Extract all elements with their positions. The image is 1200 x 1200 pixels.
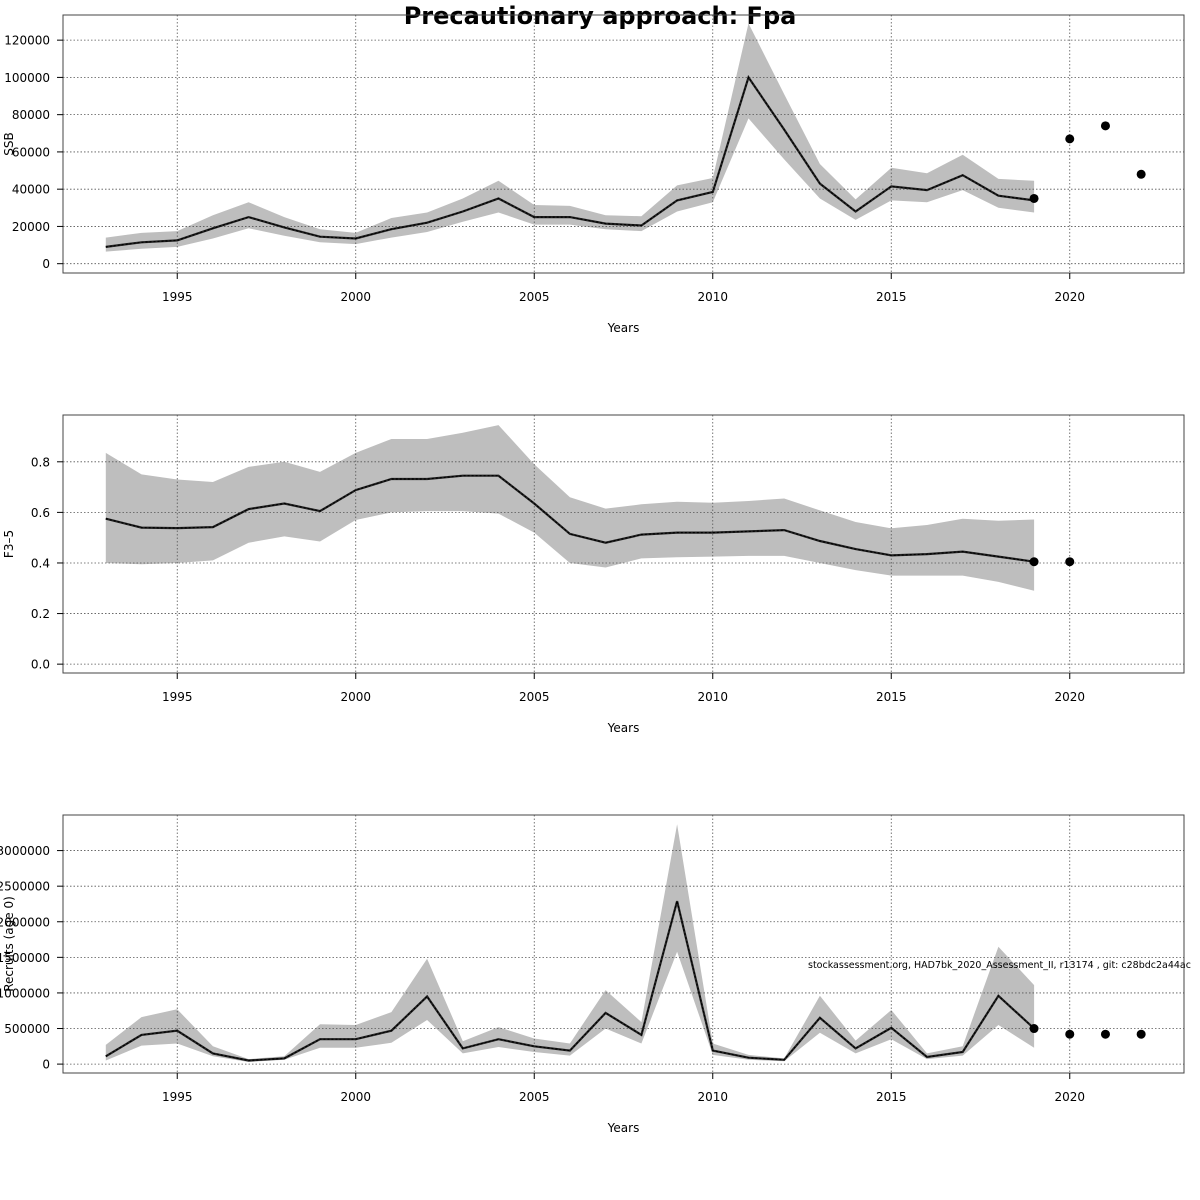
data-point <box>1136 169 1146 179</box>
x-tick-label: 2020 <box>1054 290 1085 304</box>
credit-text: stockassessment.org, HAD7bk_2020_Assessm… <box>808 960 1191 971</box>
estimate-line-dotted <box>105 900 1035 1062</box>
data-point <box>1065 1029 1075 1039</box>
x-tick-label: 2000 <box>340 290 371 304</box>
data-point <box>1029 1024 1039 1034</box>
x-tick-label: 2000 <box>340 690 371 704</box>
x-tick-label: 1995 <box>162 1090 193 1104</box>
data-point <box>1029 557 1039 567</box>
data-point <box>1065 557 1075 567</box>
panel-3: 1995 2000 2005 2010 2015 2020 0 500000 1000000 15… <box>0 814 1185 1135</box>
x-tick-label: 2020 <box>1054 1090 1085 1104</box>
estimate-line-dotted <box>105 76 1035 248</box>
x-tick-label: 2000 <box>340 1090 371 1104</box>
plot-frame <box>62 814 1185 1074</box>
x-tick-label: 2015 <box>876 1090 907 1104</box>
chart-title: Precautionary approach: Fpa <box>404 2 797 30</box>
y-tick-label: 60000 <box>12 145 50 159</box>
y-tick-label: 0 <box>42 1058 50 1072</box>
x-tick-label: 2005 <box>519 1090 550 1104</box>
x-tick-label: 1995 <box>162 290 193 304</box>
panel-2: 1995 2000 2005 2010 2015 2020 0.0 0.2 0.4 0.6 0.8 Y… <box>2 414 1185 735</box>
data-point <box>1136 1029 1146 1039</box>
y-tick-label: 1000000 <box>0 986 50 1000</box>
y-tick-label: 0.8 <box>31 455 50 469</box>
y-tick-label: 2500000 <box>0 880 50 894</box>
y-tick-label: 0.0 <box>31 658 50 672</box>
y-tick-label: 3000000 <box>0 844 50 858</box>
y-tick-label: 120000 <box>4 34 50 48</box>
x-tick-label: 2020 <box>1054 690 1085 704</box>
y-tick-label: 20000 <box>12 220 50 234</box>
y-axis-label: SSB <box>2 132 16 155</box>
x-tick-label: 2005 <box>519 290 550 304</box>
x-tick-label: 1995 <box>162 690 193 704</box>
y-axis-label: Recruits (age 0) <box>2 896 16 992</box>
data-point <box>1029 193 1039 203</box>
x-tick-label: 2005 <box>519 690 550 704</box>
y-tick-label: 0 <box>42 257 50 271</box>
y-tick-label: 1500000 <box>0 951 50 965</box>
x-tick-label: 2015 <box>876 690 907 704</box>
panel-1: 1995 2000 2005 2010 2015 2020 0 20000 40000 60000… <box>2 14 1185 335</box>
y-tick-label: 0.6 <box>31 506 50 520</box>
x-tick-label: 2010 <box>697 690 728 704</box>
y-tick-label: 2000000 <box>0 915 50 929</box>
confidence-band <box>105 425 1035 591</box>
data-point <box>1100 1029 1110 1039</box>
plot-frame <box>62 14 1185 274</box>
y-tick-label: 40000 <box>12 183 50 197</box>
data-point <box>1100 121 1110 131</box>
y-tick-label: 100000 <box>4 71 50 85</box>
confidence-band <box>105 824 1035 1062</box>
x-axis-label: Years <box>607 721 640 735</box>
x-axis-label: Years <box>607 1121 640 1135</box>
y-axis-label: F3–5 <box>2 530 16 558</box>
x-tick-label: 2010 <box>697 290 728 304</box>
y-tick-label: 80000 <box>12 108 50 122</box>
confidence-band <box>105 23 1035 252</box>
estimate-line-dotted <box>105 475 1035 563</box>
y-tick-label: 500000 <box>4 1022 50 1036</box>
x-tick-label: 2010 <box>697 1090 728 1104</box>
x-axis-label: Years <box>607 321 640 335</box>
data-point <box>1065 134 1075 144</box>
y-tick-label: 0.2 <box>31 607 50 621</box>
x-tick-label: 2015 <box>876 290 907 304</box>
y-tick-label: 0.4 <box>31 556 50 570</box>
plot-frame <box>62 414 1185 674</box>
